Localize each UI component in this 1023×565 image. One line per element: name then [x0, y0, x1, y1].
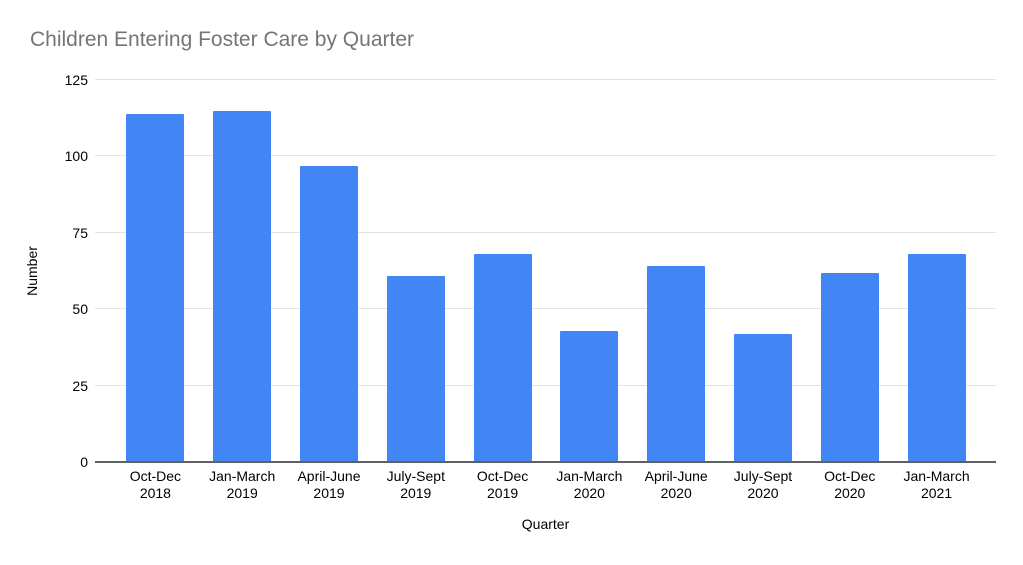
plot-area: [95, 79, 996, 463]
x-tick-label: Oct-Dec 2018: [129, 468, 182, 501]
bar[interactable]: [647, 266, 706, 462]
bar[interactable]: [820, 272, 879, 462]
bar[interactable]: [299, 165, 358, 462]
x-tick-label: Oct-Dec 2019: [476, 468, 529, 501]
bar-band: [372, 80, 459, 462]
bar-band: [633, 80, 720, 462]
bar[interactable]: [386, 275, 445, 462]
bar-band: [286, 80, 373, 462]
x-tick-label: April-June 2019: [297, 468, 361, 501]
x-tick-label: Jan-March 2019: [209, 468, 276, 501]
bar-band: [720, 80, 807, 462]
x-tick-label: July-Sept 2019: [386, 468, 445, 501]
gridline: [95, 384, 996, 386]
bar-band: [546, 80, 633, 462]
gridline: [95, 308, 996, 310]
bar-band: [199, 80, 286, 462]
bar-band: [806, 80, 893, 462]
y-tick-label: 0: [80, 454, 88, 470]
bar[interactable]: [213, 110, 272, 462]
bar-band: [112, 80, 199, 462]
y-axis-ticks: 0 25 50 75 100 125: [0, 72, 88, 470]
chart-title: Children Entering Foster Care by Quarter: [30, 28, 414, 51]
x-tick-label: Jan-March 2020: [556, 468, 623, 501]
x-tick-label: April-June 2020: [644, 468, 708, 501]
bar[interactable]: [907, 254, 966, 462]
x-axis-ticks: Oct-Dec 2018 Jan-March 2019 April-June 2019 Ju…: [95, 468, 996, 502]
bar-band: [893, 80, 980, 462]
x-axis-baseline: [95, 461, 996, 463]
y-tick-label: 25: [72, 377, 88, 394]
y-tick-label: 75: [72, 224, 88, 241]
y-tick-label: 100: [64, 148, 88, 165]
bars-row: [95, 80, 996, 462]
y-tick-label: 125: [64, 72, 88, 88]
gridline: [95, 155, 996, 157]
x-tick-label: July-Sept 2020: [733, 468, 793, 501]
bar[interactable]: [126, 113, 185, 462]
x-tick-label: Oct-Dec 2020: [824, 468, 876, 501]
gridline: [95, 231, 996, 233]
gridline: [95, 79, 996, 80]
bar-band: [459, 80, 546, 462]
bar[interactable]: [733, 333, 792, 462]
bar[interactable]: [560, 330, 619, 462]
y-tick-label: 50: [72, 301, 88, 318]
x-tick-label: Jan-March 2021: [903, 468, 970, 501]
x-axis-title: Quarter: [521, 516, 570, 532]
bar[interactable]: [473, 254, 532, 462]
